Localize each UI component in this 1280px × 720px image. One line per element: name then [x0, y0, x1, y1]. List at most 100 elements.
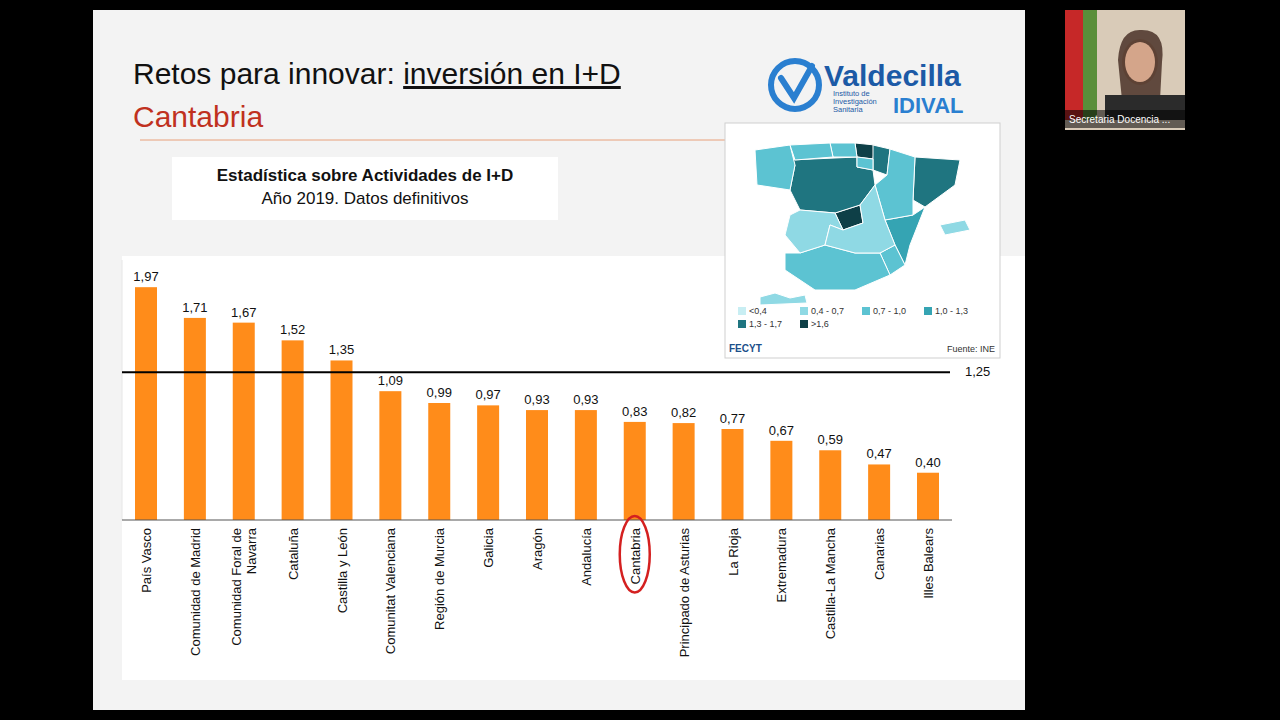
data-label: 1,09	[378, 373, 403, 388]
map-region	[940, 220, 970, 235]
label-line: Castilla-La Mancha	[823, 527, 838, 639]
bar	[624, 422, 646, 520]
title-part: Retos para innovar:	[133, 57, 403, 90]
data-label: 0,40	[915, 455, 940, 470]
data-label: 1,35	[329, 342, 354, 357]
x-tick-label: Galicia	[481, 527, 496, 568]
flag	[1065, 10, 1083, 120]
bar	[233, 323, 255, 520]
map-legend-swatch	[800, 320, 808, 328]
data-label: 1,52	[280, 322, 305, 337]
map-region	[790, 143, 833, 160]
bar	[135, 287, 157, 520]
bar	[917, 473, 939, 520]
bars	[135, 287, 939, 520]
video-label-bg	[1065, 110, 1185, 128]
logo-name: Valdecilla	[824, 59, 961, 92]
info-box	[172, 157, 558, 220]
map-legend-swatch	[738, 307, 746, 315]
bar	[184, 318, 206, 520]
bar	[526, 410, 548, 520]
x-tick-label: Cataluña	[286, 527, 301, 580]
label-line: Comunidad Foral de	[229, 528, 244, 646]
map-source: Fuente: INE	[947, 344, 995, 354]
label-line: Principado de Asturias	[677, 528, 692, 658]
label-line: Extremadura	[774, 527, 789, 602]
label-line: Galicia	[481, 527, 496, 568]
map-region	[760, 293, 807, 305]
y-axis-range	[122, 260, 123, 520]
x-tick-label: Castilla y León	[335, 528, 350, 613]
data-label: 1,71	[182, 300, 207, 315]
bar	[770, 441, 792, 520]
map-legend-label: 0,7 - 1,0	[873, 306, 906, 316]
map-region	[857, 157, 873, 170]
x-tick-label: Aragón	[530, 528, 545, 570]
data-label: 0,59	[818, 432, 843, 447]
title-rule	[140, 140, 725, 141]
x-tick-label: Canarias	[872, 528, 887, 581]
logo-brand: IDIVAL	[893, 93, 963, 118]
video-label: Secretaria Docencia ...	[1069, 114, 1170, 125]
x-tick-label: Comunidad Foral deNavarra	[229, 527, 259, 646]
map-region	[755, 145, 795, 190]
data-label: 0,67	[769, 423, 794, 438]
title-emphasis: inversión en I+D	[403, 57, 621, 90]
info-subtitle: Año 2019. Datos definitivos	[262, 189, 469, 208]
bar	[282, 340, 304, 520]
data-label: 0,47	[866, 446, 891, 461]
x-tick-label: Andalucía	[579, 527, 594, 586]
map-legend-label: 1,3 - 1,7	[749, 319, 782, 329]
page: {"chart_data": { "type": "bar", "title":…	[0, 0, 1280, 720]
map-legend-label: 1,0 - 1,3	[935, 306, 968, 316]
slide	[93, 10, 1025, 710]
bar	[819, 450, 841, 520]
map-region	[913, 157, 960, 207]
label-line: Andalucía	[579, 527, 594, 586]
bar	[331, 360, 353, 520]
label-line: Cataluña	[286, 527, 301, 580]
bar	[477, 405, 499, 520]
x-tick-label: Extremadura	[774, 527, 789, 602]
label-line: Comunitat Valenciana	[383, 527, 398, 654]
label-line: Cantabria	[628, 527, 643, 584]
screen: Retos para innovar: inversión en I+D Cant…	[0, 0, 1280, 720]
data-label: 0,97	[475, 387, 500, 402]
map-region	[825, 185, 895, 253]
label-line: La Rioja	[726, 527, 741, 575]
title: Retos para innovar: inversión en I+D	[133, 57, 621, 90]
flag	[1083, 10, 1097, 120]
data-label: 1,67	[231, 305, 256, 320]
hair	[1118, 30, 1163, 100]
x-tick-label: Illes Balears	[921, 528, 936, 599]
reference-label: 1,25	[965, 364, 990, 379]
map-legend-label: 0,4 - 0,7	[811, 306, 844, 316]
background	[0, 0, 1280, 720]
map-legend-label: >1,6	[811, 319, 829, 329]
map-frame	[725, 123, 1000, 358]
map-legend-label: <0,4	[749, 306, 767, 316]
map-legend-swatch	[924, 307, 932, 315]
map-legend-swatch	[800, 307, 808, 315]
x-tick-label: Comunidad de Madrid	[188, 528, 203, 656]
map-region	[830, 143, 857, 157]
x-tick-label: Comunitat Valenciana	[383, 527, 398, 654]
bar	[673, 423, 695, 520]
map-region	[855, 143, 875, 159]
label-line: Comunidad de Madrid	[188, 528, 203, 656]
x-tick-label: Castilla-La Mancha	[823, 527, 838, 639]
label-line: Illes Balears	[921, 528, 936, 599]
label-line: País Vasco	[139, 528, 154, 593]
highlight-ring	[620, 516, 650, 592]
data-label: 1,97	[133, 269, 158, 284]
map-panel: <0,4 0,4 - 0,7 0,7 - 1,0 1,0 - 1,3 1,3 - 1,7…	[725, 123, 1000, 358]
map-legend-swatch	[738, 320, 746, 328]
subtitle: Cantabria	[133, 100, 263, 133]
label-line: Castilla y León	[335, 528, 350, 613]
x-tick-label: Región de Murcia	[432, 527, 447, 630]
data-label: 0,82	[671, 405, 696, 420]
reference-line	[122, 371, 950, 373]
label-line: Canarias	[872, 528, 887, 581]
face	[1125, 42, 1155, 82]
x-axis	[122, 520, 952, 521]
